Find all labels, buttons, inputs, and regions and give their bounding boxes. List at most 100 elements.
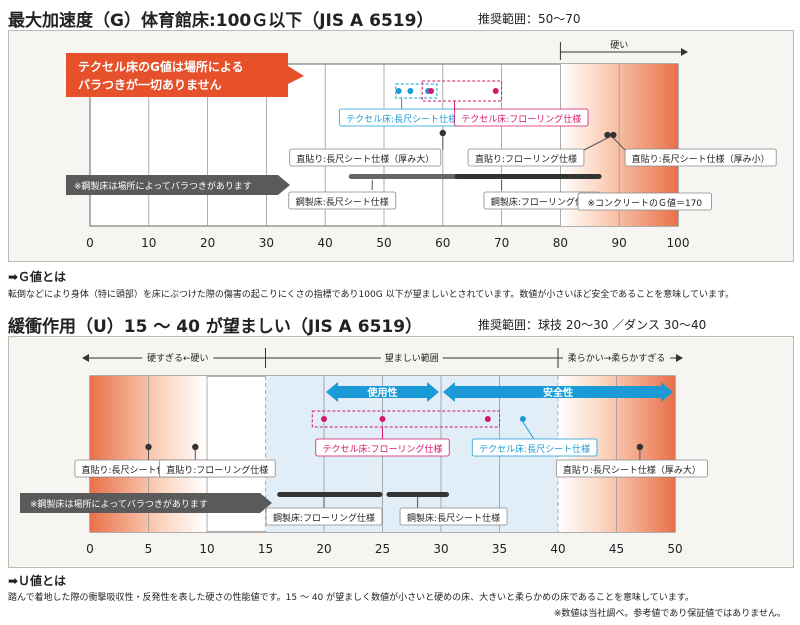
label-box [158, 459, 276, 478]
g-direct-flooring-point [604, 131, 611, 139]
label-box [315, 438, 450, 457]
g-info-heading: ➡Ｇ値とは [8, 270, 67, 284]
series-label: テクセル床:フローリング仕様 [322, 443, 442, 455]
label-box [555, 459, 708, 478]
u-steel-note-pointer [260, 493, 272, 513]
u-zone-label: 柔らかい→柔らかすぎる [568, 352, 666, 364]
g-teksel-long-range [395, 83, 438, 99]
g-chart-title: 最大加速度（G）体育館床:100Ｇ以下（JIS A 6519） [8, 11, 434, 31]
u-tick-label: 40 [550, 542, 565, 556]
u-tick-label: 0 [86, 542, 94, 556]
series-label: ※コンクリートのＧ値＝170 [587, 197, 702, 209]
series-label: テクセル床:長尺シート仕様 [346, 113, 457, 125]
label-box [289, 148, 442, 167]
g-callout-line2: バラつきが一切ありません [78, 77, 222, 92]
u-info-text: 踏んで着地した際の衝撃吸収性・反発性を表した硬さの性能値です。15 ～ 40 が… [8, 593, 694, 603]
u-tick-label: 5 [145, 542, 153, 556]
g-tick-label: 20 [200, 236, 215, 250]
g-zone-arrowhead [681, 48, 688, 56]
label-box [624, 148, 777, 167]
g-info-text: 転倒などにより身体（特に頭部）を床にぶつけた際の傷害の起こりにくさの指標であり1… [8, 290, 735, 300]
u-steel-long-bar [386, 492, 449, 497]
u-tick-label: 45 [609, 542, 624, 556]
u-zone-label-bg [380, 351, 443, 364]
label-box [467, 148, 585, 167]
g-steel-note-pointer [278, 175, 290, 195]
u-chart-title: 緩衝作用（U）15 ～ 40 が望ましい（JIS A 6519） [8, 317, 423, 337]
u-teksel-long-point [519, 416, 526, 422]
series-label: 直貼り:長尺シート仕様（厚み小） [632, 153, 770, 165]
u-teksel-flooring-point [484, 416, 491, 422]
u-steel-note: ※鋼製床は場所によってバラつきがあります [30, 498, 208, 510]
g-tick-label: 50 [376, 236, 391, 250]
g-tick-label: 70 [494, 236, 509, 250]
label-box [471, 438, 598, 457]
g-tick-label: 60 [435, 236, 450, 250]
g-direct-thick-point [439, 129, 446, 137]
label-box [454, 108, 589, 127]
series-label: 直貼り:フローリング仕様 [475, 153, 577, 165]
series-label: 鋼製床:長尺シート仕様 [407, 512, 500, 524]
u-leader [522, 421, 536, 441]
g-tick-label: 10 [141, 236, 156, 250]
u-chart: 0 5 10 15 20 25 30 35 40 45 50 硬すぎる←硬い 望ましい範囲 柔らかい→柔ら… [20, 348, 708, 556]
g-steel-note-box [66, 175, 278, 195]
label-box [288, 191, 397, 210]
label-box [577, 192, 712, 211]
series-label: 直貼り:フローリング仕様 [166, 464, 268, 476]
u-band-arrow [326, 382, 439, 402]
u-tick-label: 30 [433, 542, 448, 556]
label-box [399, 507, 508, 526]
u-tick-label: 50 [667, 542, 682, 556]
g-tick-label: 90 [612, 236, 627, 250]
g-leader [612, 137, 626, 151]
u-band-label: 使用性 [367, 386, 398, 399]
series-label: 鋼製床:フローリング仕様 [273, 512, 375, 524]
g-zone-label: 硬い [610, 40, 628, 51]
g-recommended-range: 推奨範囲：50～70 [478, 12, 581, 26]
u-info-heading: ➡Ｕ値とは [8, 574, 67, 588]
u-tick-label: 15 [258, 542, 273, 556]
g-direct-thin-point [610, 131, 617, 139]
footnote: ※数値は当社調べ。参考値であり保証値ではありません。 [553, 609, 786, 619]
g-tick-label: 100 [667, 236, 690, 250]
series-label: 鋼製床:フローリング仕様 [491, 196, 593, 208]
u-zone-label: 硬すぎる←硬い [147, 352, 209, 364]
u-band-arrow [443, 382, 673, 402]
g-tick-label: 40 [318, 236, 333, 250]
u-teksel-flooring-point [321, 416, 327, 422]
g-leader [583, 137, 608, 151]
label-box [265, 507, 383, 526]
u-zone-arrowhead-left [82, 354, 89, 362]
u-band-label: 安全性 [543, 386, 573, 399]
series-label: 鋼製床:長尺シート仕様 [296, 196, 389, 208]
g-callout-box [66, 53, 288, 97]
u-zone-label-bg [142, 351, 214, 364]
u-steel-flooring-bar [277, 492, 383, 497]
u-direct-flooring-point [192, 443, 199, 451]
u-zone-label: 望ましい範囲 [385, 352, 439, 364]
u-direct-thin-point [145, 443, 152, 451]
u-direct-thick-point [636, 443, 644, 451]
g-callout-pointer [288, 66, 304, 84]
g-chart: 0 10 20 30 40 50 60 70 80 90 100 硬いテクセル床のG値は場所によるバラ… [66, 40, 777, 250]
u-tick-label: 25 [375, 542, 390, 556]
u-recommended-range: 推奨範囲：球技 20～30 ／ダンス 30～40 [478, 318, 707, 332]
g-tick-label: 30 [259, 236, 274, 250]
g-callout-line1: テクセル床のG値は場所による [78, 59, 244, 74]
g-steel-note: ※鋼製床は場所によってバラつきがあります [74, 180, 252, 192]
u-zone-arrowhead-right [676, 354, 683, 362]
u-tick-label: 10 [199, 542, 214, 556]
g-teksel-flooring-point [428, 88, 435, 94]
u-zone-label-bg [563, 351, 670, 364]
g-teksel-flooring-point [492, 88, 499, 94]
g-teksel-long-point [407, 88, 414, 94]
u-tick-label: 35 [492, 542, 507, 556]
series-label: テクセル床:フローリング仕様 [461, 113, 581, 125]
u-teksel-flooring-range [311, 410, 500, 428]
u-tick-label: 20 [316, 542, 331, 556]
g-tick-label: 0 [86, 236, 94, 250]
u-teksel-flooring-point [379, 416, 386, 422]
g-teksel-long-point [395, 88, 402, 94]
series-label: テクセル床:長尺シート仕様 [479, 443, 590, 455]
